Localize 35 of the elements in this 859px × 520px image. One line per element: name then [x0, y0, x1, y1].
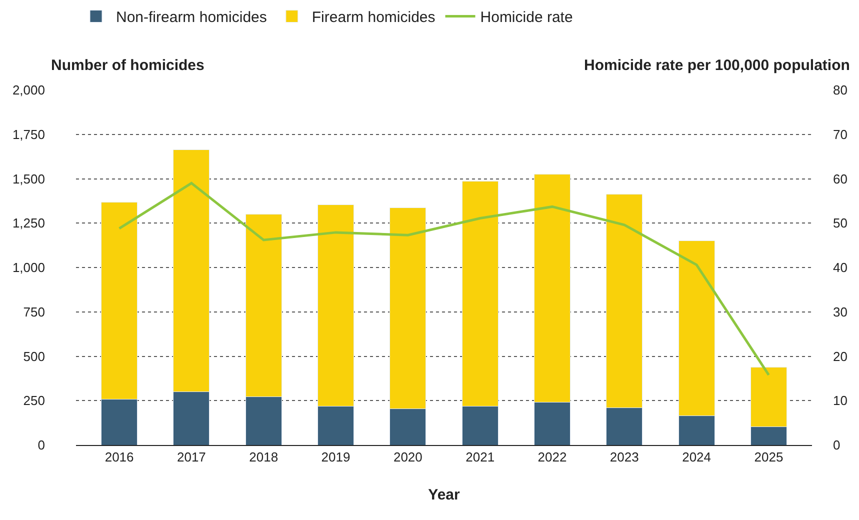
x-tick-label: 2019	[321, 450, 350, 465]
y2-tick-label: 50	[833, 216, 848, 231]
x-tick-label: 2023	[610, 450, 639, 465]
x-tick-label: 2020	[393, 450, 422, 465]
y2-tick-label: 80	[833, 82, 848, 98]
x-tick-label: 2017	[176, 450, 206, 465]
x-tick-label: 2022	[538, 450, 567, 465]
x-tick-label: 2018	[249, 450, 278, 465]
y-tick-label: 1,500	[12, 171, 45, 186]
y-tick-label: 1,000	[12, 260, 45, 276]
legend-label: Homicide rate	[480, 9, 573, 26]
y-tick-label: 2,000	[12, 82, 45, 98]
y-tick-label: 0	[38, 438, 45, 453]
y2-axis-title: Homicide rate per 100,000 population	[584, 57, 850, 74]
y2-tick-label: 0	[833, 438, 840, 453]
x-axis-title: Year	[428, 486, 460, 504]
y-tick-label: 500	[23, 348, 45, 364]
y2-tick-label: 10	[833, 393, 848, 408]
y-tick-label: 1,750	[12, 126, 45, 142]
y-tick-label: 250	[23, 393, 45, 408]
line-series	[118, 182, 770, 376]
x-tick-label: 2021	[466, 450, 495, 465]
x-tick-label: 2016	[104, 450, 134, 465]
legend-label: Non-firearm homicides	[116, 9, 267, 26]
legend-label: Firearm homicides	[312, 9, 436, 26]
y2-tick-label: 40	[833, 260, 848, 276]
y-tick-label: 1,250	[12, 216, 45, 231]
y-tick-label: 750	[23, 304, 45, 320]
y2-tick-label: 70	[833, 126, 848, 142]
x-tick-label: 2024	[682, 450, 712, 465]
y2-tick-label: 30	[833, 304, 848, 320]
x-tick-label: 2025	[754, 450, 784, 465]
y2-tick-label: 60	[833, 171, 848, 186]
y2-tick-label: 20	[833, 348, 848, 364]
y-axis-title: Number of homicides	[51, 57, 204, 74]
